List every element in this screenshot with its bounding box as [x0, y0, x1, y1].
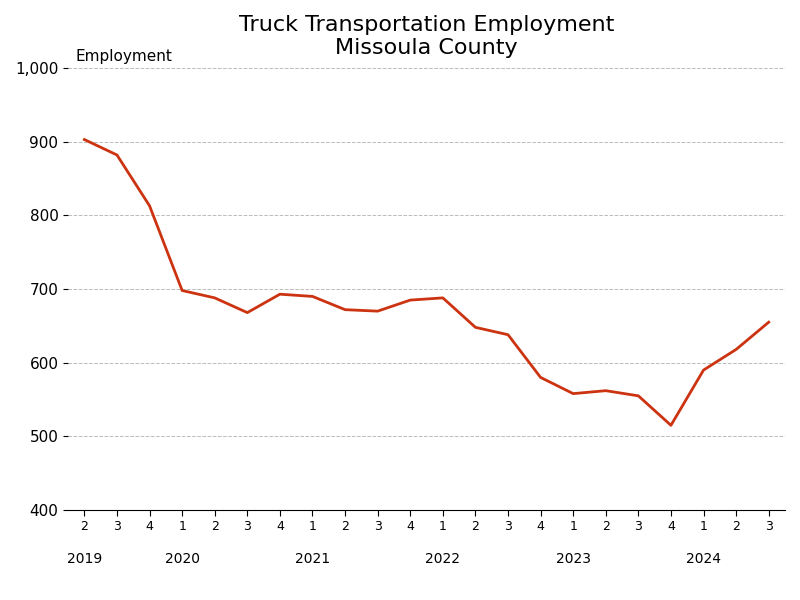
- Text: 2019: 2019: [66, 551, 102, 566]
- Text: Employment: Employment: [75, 49, 172, 64]
- Text: 2021: 2021: [295, 551, 330, 566]
- Title: Truck Transportation Employment
Missoula County: Truck Transportation Employment Missoula…: [239, 15, 614, 58]
- Text: 2023: 2023: [556, 551, 590, 566]
- Text: 2022: 2022: [426, 551, 460, 566]
- Text: 2024: 2024: [686, 551, 721, 566]
- Text: 2020: 2020: [165, 551, 200, 566]
